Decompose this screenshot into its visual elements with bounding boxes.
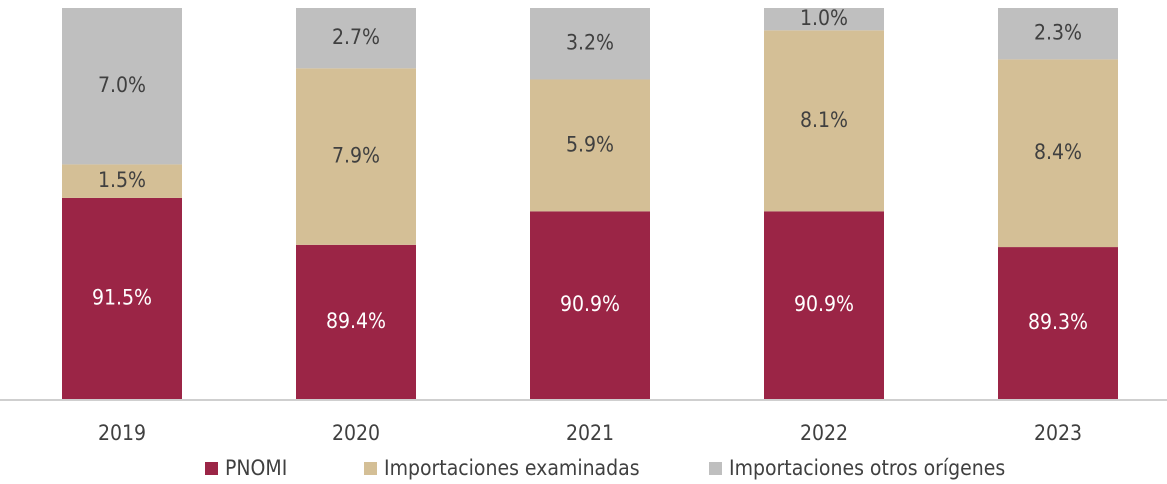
legend-swatch	[205, 462, 218, 475]
data-label: 5.9%	[566, 132, 614, 156]
legend-label: PNOMI	[225, 456, 287, 480]
legend-swatch	[364, 462, 377, 475]
bar-segment	[62, 164, 182, 198]
bar-segment	[296, 8, 416, 69]
legend-swatch	[709, 462, 722, 475]
data-label: 7.0%	[98, 73, 146, 97]
bar-segment	[62, 8, 182, 165]
bar-segment	[998, 59, 1118, 248]
data-label: 8.4%	[1034, 140, 1082, 164]
bar-segment	[998, 8, 1118, 60]
data-label: 3.2%	[566, 31, 614, 55]
data-label: 7.9%	[332, 144, 380, 168]
bar-segment	[530, 79, 650, 212]
x-tick-label: 2021	[566, 421, 614, 445]
bar-segment	[530, 211, 650, 399]
data-label: 89.3%	[1028, 310, 1088, 334]
data-label: 90.9%	[560, 292, 620, 316]
bar-segment	[764, 211, 884, 399]
data-label: 8.1%	[800, 108, 848, 132]
bar-segment	[296, 244, 416, 399]
bar-segment	[764, 8, 884, 31]
bar-segment	[62, 197, 182, 399]
bar-segment	[296, 68, 416, 245]
legend-label: Importaciones examinadas	[384, 456, 640, 480]
data-label: 1.0%	[800, 6, 848, 30]
bar-segment	[998, 247, 1118, 399]
legend-label: Importaciones otros orígenes	[729, 456, 1005, 480]
x-tick-label: 2022	[800, 421, 848, 445]
data-label: 90.9%	[794, 292, 854, 316]
bar-segment	[530, 8, 650, 80]
data-label: 91.5%	[92, 285, 152, 309]
data-label: 2.3%	[1034, 21, 1082, 45]
x-tick-label: 2023	[1034, 421, 1082, 445]
x-tick-label: 2019	[98, 421, 146, 445]
bar-segment	[764, 30, 884, 212]
data-label: 89.4%	[326, 309, 386, 333]
data-label: 2.7%	[332, 25, 380, 49]
x-tick-label: 2020	[332, 421, 380, 445]
data-label: 1.5%	[98, 168, 146, 192]
